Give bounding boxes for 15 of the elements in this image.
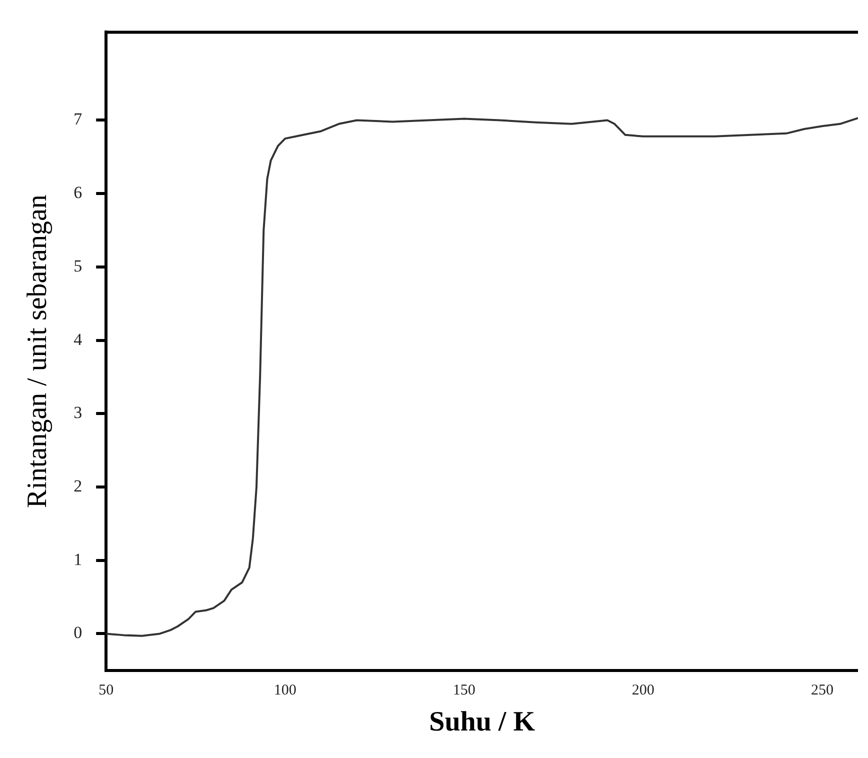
y-axis-title: Rintangan / unit sebarangan xyxy=(22,194,54,508)
y-tick-label: 2 xyxy=(74,476,82,496)
y-tick-label: 6 xyxy=(74,183,82,202)
y-tick-label: 5 xyxy=(74,256,82,276)
y-tick-label: 1 xyxy=(74,550,82,569)
y-tick-label: 0 xyxy=(74,623,82,642)
y-tick-label: 7 xyxy=(74,110,83,129)
y-tick-label: 3 xyxy=(74,403,82,422)
x-axis-title: Suhu / K xyxy=(429,706,536,738)
y-tick-label: 4 xyxy=(74,330,83,349)
x-tick-label: 100 xyxy=(274,682,296,698)
x-tick-label: 50 xyxy=(98,682,114,698)
x-tick-label: 250 xyxy=(810,682,834,698)
x-tick-label: 150 xyxy=(452,682,476,698)
x-tick-label: 200 xyxy=(632,682,654,698)
